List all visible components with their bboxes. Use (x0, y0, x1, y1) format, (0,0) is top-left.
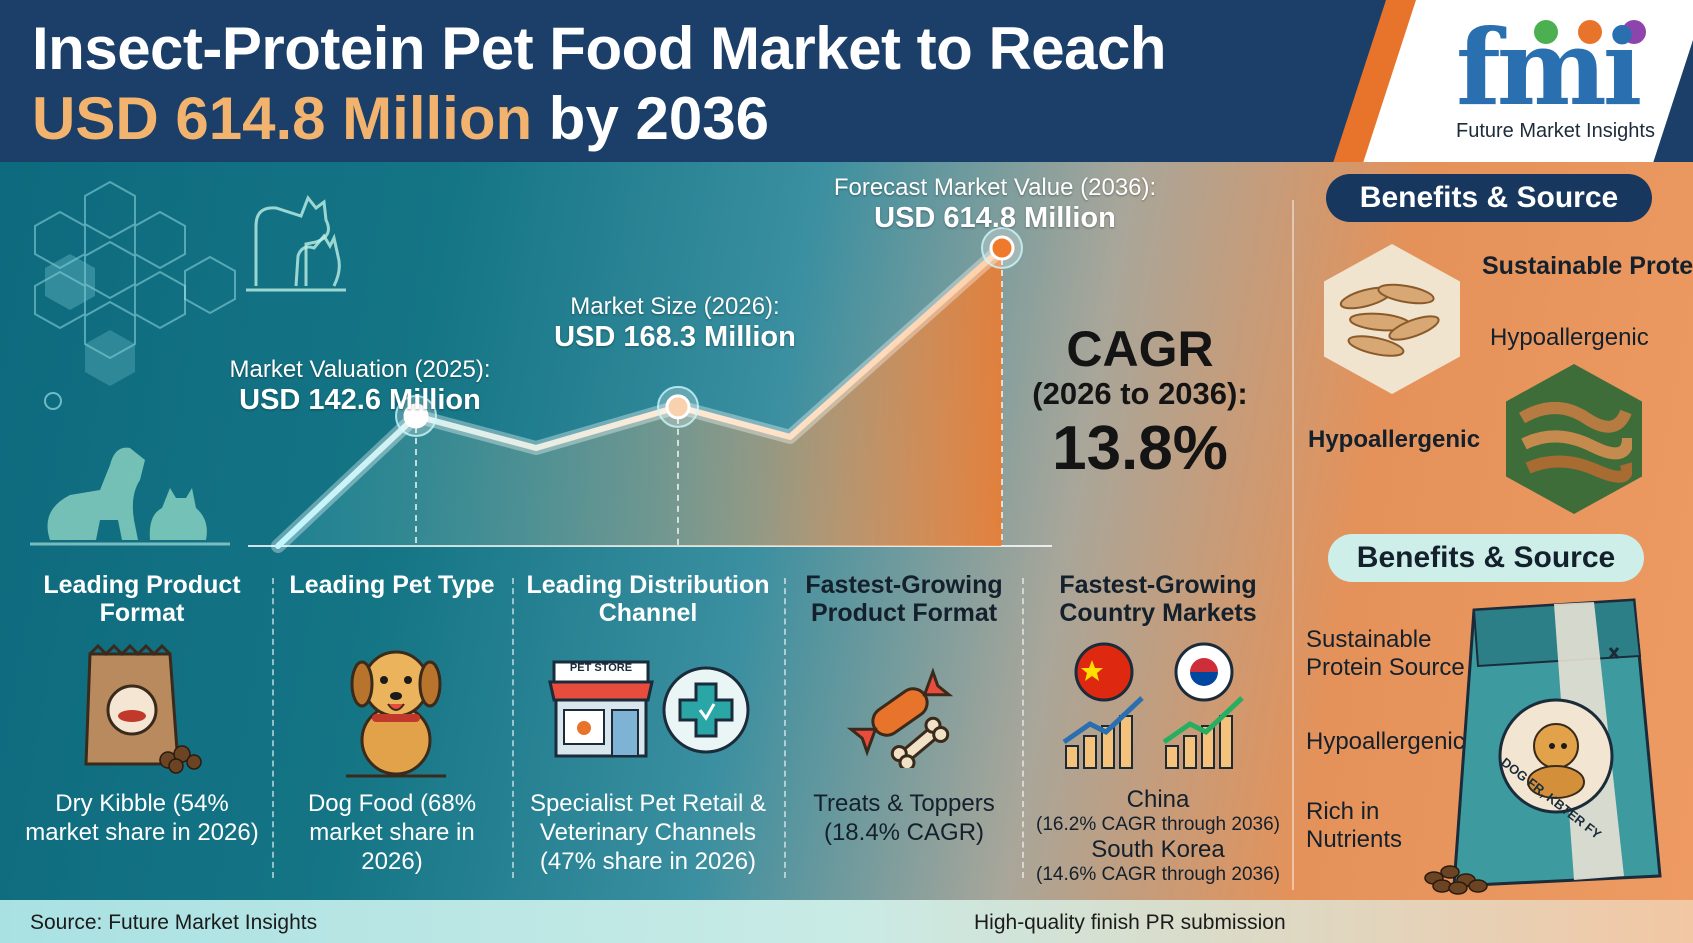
chart-series-line (275, 245, 1005, 549)
logo-flame-icon (1578, 20, 1602, 44)
benefits-pill-bottom: Benefits & Source (1328, 534, 1644, 582)
page-title: Insect-Protein Pet Food Market to Reach (32, 15, 1167, 82)
segment-detail: Dog Food (68% market share in 2026) (307, 790, 477, 875)
store-sign-text: PET STORE (569, 662, 633, 674)
country-china: China (1126, 786, 1190, 813)
label-2025-title: Market Valuation (2025): (229, 356, 491, 383)
label-2036-title: Forecast Market Value (2036): (833, 174, 1157, 201)
label-2026-title: Market Size (2026): (570, 293, 780, 320)
logo-person-icon (1622, 20, 1646, 44)
country-south-korea: South Korea (1091, 836, 1225, 863)
column-divider (272, 578, 274, 878)
chart-data-point (665, 394, 691, 420)
logo-mark: fmi (1456, 6, 1642, 129)
hexagon-pattern-icon (34, 180, 236, 410)
chart-data-point (989, 235, 1015, 261)
benefit-list-label: Sustainable Protein Source (1306, 626, 1465, 681)
segment-heading: Leading Distribution Channel (526, 571, 770, 627)
treat-icon (846, 667, 954, 768)
column-divider (512, 578, 514, 878)
logo-globe-icon (1534, 20, 1558, 44)
segment-product-format: Leading Product Format (22, 571, 262, 627)
country-south-korea-cagr: (14.6% CAGR through 2036) (1036, 864, 1280, 885)
column-divider (1022, 578, 1024, 878)
label-2036: Forecast Market Value (2036): USD 614.8 … (810, 174, 1180, 235)
country-growth-icon (1062, 642, 1244, 769)
segment-heading: Leading Product Format (43, 571, 241, 627)
benefit-list-item: Hypoallergenic (1306, 728, 1465, 756)
benefit-hypoallergenic-right: Hypoallergenic (1490, 324, 1649, 351)
title-highlight: USD 614.8 Million (32, 85, 533, 152)
market-growth-line-chart (248, 227, 1052, 553)
kibble-bag-icon (84, 644, 202, 774)
cagr-block: CAGR (2026 to 2036): 13.8% (1010, 322, 1270, 483)
right-divider (1292, 200, 1294, 890)
veterinary-cross-icon (662, 666, 750, 754)
label-2025-value: USD 142.6 Million (239, 383, 481, 416)
segment-pet-type: Leading Pet Type (282, 571, 502, 600)
benefit-sustainable: Sustainable Protein Source (1482, 252, 1693, 280)
dog-icon (346, 650, 446, 778)
pet-store-icon (548, 660, 654, 758)
cagr-label: CAGR (1066, 321, 1214, 377)
label-2036-value: USD 614.8 Million (874, 201, 1116, 234)
segment-detail: Specialist Pet Retail & Veterinary Chann… (529, 790, 767, 875)
logo-name: Future Market Insights (1456, 120, 1655, 142)
footer-bar (0, 900, 1693, 943)
chart-data-point (403, 403, 429, 429)
dog-cat-silhouette-icon (30, 447, 230, 546)
chart-area (278, 248, 1002, 546)
segment-heading: Leading Pet Type (289, 571, 495, 599)
segment-fastest-product-detail-wrap: Treats & Toppers (18.4% CAGR) (794, 790, 1014, 848)
segment-heading: Fastest-Growing Product Format (805, 571, 1003, 627)
label-2025: Market Valuation (2025): USD 142.6 Milli… (200, 356, 520, 417)
country-china-cagr: (16.2% CAGR through 2036) (1036, 814, 1280, 835)
benefit-hypoallergenic-left: Hypoallergenic (1308, 426, 1481, 453)
pet-food-bag-icon (1424, 598, 1662, 895)
segment-detail: Treats & Toppers (18.4% CAGR) (813, 790, 995, 846)
benefits-pill-top: Benefits & Source (1326, 174, 1652, 222)
segment-product-format-detail-wrap: Dry Kibble (54% market share in 2026) (22, 790, 262, 848)
cagr-period: (2026 to 2036): (1032, 376, 1248, 411)
mealworm-icon (1518, 402, 1632, 483)
dog-cat-outline-icon (246, 195, 346, 292)
benefit-list-item: Sustainable Protein Source (1306, 626, 1476, 681)
segment-pet-type-detail-wrap: Dog Food (68% market share in 2026) (282, 790, 502, 876)
segment-distribution-detail-wrap: Specialist Pet Retail & Veterinary Chann… (522, 790, 774, 876)
cagr-value: 13.8% (1052, 414, 1228, 484)
segment-detail: Dry Kibble (54% market share in 2026) (25, 790, 259, 846)
segment-country-markets: Fastest-Growing Country Markets (1032, 571, 1284, 627)
title-rest: by 2036 (532, 85, 769, 152)
larvae-icon (1339, 283, 1440, 357)
segment-heading: Fastest-Growing Country Markets (1059, 571, 1257, 627)
label-2026: Market Size (2026): USD 168.3 Million (520, 293, 830, 354)
segment-distribution-channel: Leading Distribution Channel (522, 571, 774, 627)
label-2026-value: USD 168.3 Million (554, 320, 796, 353)
segment-fastest-product: Fastest-Growing Product Format (794, 571, 1014, 627)
benefit-list-label: Rich in Nutrients (1306, 798, 1403, 853)
benefit-list-item: Rich in Nutrients (1306, 798, 1416, 853)
footer-note: High-quality finish PR submission (974, 911, 1286, 934)
column-divider (784, 578, 786, 878)
footer-source: Source: Future Market Insights (30, 911, 318, 934)
country-list: China (16.2% CAGR through 2036) South Ko… (1032, 786, 1284, 886)
china-flag-icon (1074, 642, 1134, 702)
benefit-list-label: Hypoallergenic (1306, 728, 1465, 755)
page-title-line2: USD 614.8 Million by 2036 (32, 84, 769, 153)
